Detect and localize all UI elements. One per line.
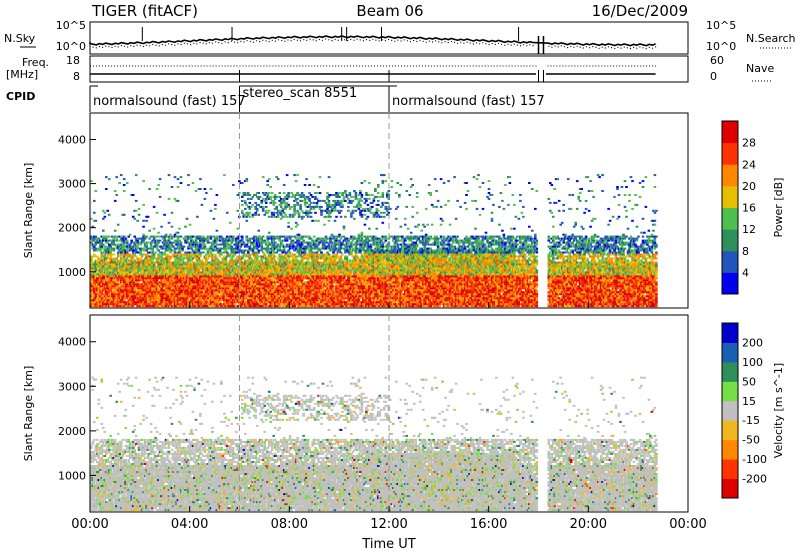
colorbar-label: Power [dB] [772,178,785,238]
colorbar-cell [722,400,738,421]
nsky-label: N.Sky [4,32,36,45]
y-tick-label: 4000 [58,133,86,146]
nsky-tick-top: 10^5 [56,19,86,32]
colorbar-cell [722,185,738,208]
beam-label: Beam 06 [356,2,423,20]
x-tick-label: 08:00 [271,517,308,532]
colorbar-tick-label: -200 [742,473,767,486]
y-tick-label: 3000 [58,380,86,393]
colorbar-tick-label: -50 [742,434,760,447]
colorbar-cell [722,229,738,252]
date-label: 16/Dec/2009 [592,2,688,20]
colorbar-tick-label: -100 [742,453,767,466]
x-tick-label: 04:00 [171,517,208,532]
colorbar-cell [722,381,738,402]
velocity-heatmap [90,376,658,512]
y-tick-label: 1000 [58,266,86,279]
nsky-trace [89,35,656,47]
colorbar-cell [722,459,738,480]
colorbar-cell [722,250,738,273]
colorbar-tick-label: 50 [742,375,756,388]
cpid-segment-name: normalsound (fast) 157 [392,94,545,109]
y-axis-label: Slant Range [km] [22,163,35,259]
freq-label: Freq. [22,56,49,69]
nave-tick-bottom: 0 [710,70,717,83]
colorbar-frame [721,120,739,295]
cpid-segment-name: stereo_scan 8551 [243,86,358,101]
y-tick-label: 2000 [58,425,86,438]
y-tick-label: 2000 [58,222,86,235]
colorbar-cell [722,272,738,295]
colorbar-cell [722,323,738,343]
cpid-label: CPID [6,90,35,103]
colorbar-frame [721,322,739,499]
cpid-segment-name: normalsound (fast) 157 [93,94,246,109]
freq-unit: [MHz] [6,68,38,81]
colorbar-tick-label: 24 [742,158,756,171]
colorbar-tick-label: 12 [742,223,756,236]
colorbar-tick-label: 16 [742,202,756,215]
nsearch-tick-top: 10^5 [706,19,736,32]
x-tick-label: 12:00 [370,517,407,532]
freq-tick-bottom: 8 [73,70,80,83]
colorbar-cell [722,164,738,187]
x-tick-label: 00:00 [71,517,108,532]
colorbar-cell [722,478,738,499]
colorbar-tick-label: 8 [742,245,749,258]
y-tick-label: 4000 [58,336,86,349]
x-axis-label: Time UT [361,537,415,552]
nsearch-tick-bottom: 10^0 [706,40,736,53]
freq-tick-top: 18 [66,54,80,67]
nsky-strip-frame [89,21,689,55]
colorbar-tick-label: 15 [742,395,756,408]
colorbar-tick-label: 100 [742,356,763,369]
colorbar-label: Velocity [m s^-1] [772,363,785,458]
colorbar-tick-label: 200 [742,336,763,349]
power-heatmap [90,174,658,308]
plot-title: TIGER (fitACF) [91,2,198,20]
colorbar-cell [722,207,738,230]
x-tick-label: 16:00 [470,517,507,532]
colorbar-cell [722,439,738,460]
y-axis-label: Slant Range [km] [22,366,35,462]
colorbar-tick-label: 28 [742,137,756,150]
nsearch-label: N.Search [746,32,796,45]
colorbar-tick-label: 4 [742,266,749,279]
colorbar-cell [722,342,738,363]
nave-label: Nave [746,62,774,75]
colorbar-cell [722,361,738,382]
colorbar-cell [722,420,738,441]
x-tick-label: 20:00 [570,517,607,532]
colorbar-tick-label: -15 [742,414,760,427]
colorbar-cell [722,142,738,165]
nave-tick-top: 60 [710,54,724,67]
colorbar-cell [722,121,738,144]
nsearch-trace [89,38,657,50]
nsky-tick-bottom: 10^0 [56,40,86,53]
x-tick-label: 00:00 [669,517,706,532]
y-tick-label: 1000 [58,469,86,482]
colorbar-tick-label: 20 [742,180,756,193]
y-tick-label: 3000 [58,178,86,191]
